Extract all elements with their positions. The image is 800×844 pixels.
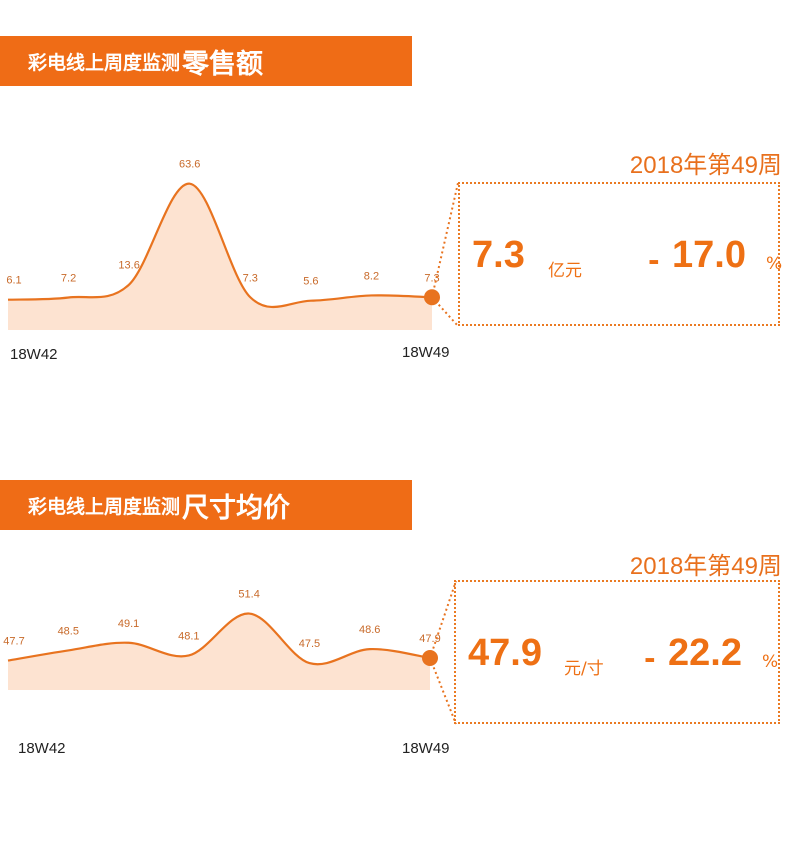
kpi-value: 47.9 <box>468 632 542 674</box>
data-label: 5.6 <box>303 276 318 288</box>
x-end-label: 18W49 <box>402 344 450 361</box>
area-fill <box>8 613 430 690</box>
data-label: 13.6 <box>118 260 139 272</box>
data-label: 8.2 <box>364 270 379 282</box>
title-metric: 零售额 <box>182 48 264 80</box>
data-label: 48.5 <box>58 625 79 637</box>
title-banner: 彩电线上周度监测 零售额 <box>0 36 412 86</box>
area-fill <box>8 183 432 330</box>
kpi-value: 7.3 <box>472 234 525 276</box>
charts-svg: 6.1 7.2 13.6 63.6 7.3 5.6 8.2 7.3 47.7 48.5 49.1 48… <box>3 159 459 725</box>
kpi-change: 17.0 <box>672 234 746 276</box>
data-label: 49.1 <box>118 618 139 630</box>
kpi-unit: 元/寸 <box>564 659 604 679</box>
x-start-label: 18W42 <box>10 346 58 363</box>
chart-1: 6.1 7.2 13.6 63.6 7.3 5.6 8.2 7.3 <box>6 159 459 330</box>
kpi-unit: 亿元 <box>548 261 582 281</box>
title-banner: 彩电线上周度监测 尺寸均价 <box>0 480 412 530</box>
week-title: 2018年第49周 <box>629 152 782 179</box>
data-label: 7.3 <box>243 272 258 284</box>
series-line <box>7 612 431 666</box>
connector-line-bottom <box>431 296 459 327</box>
x-end-label: 18W49 <box>402 740 450 757</box>
x-start-label: 18W42 <box>18 740 66 757</box>
data-label: 48.6 <box>359 624 380 636</box>
series-line <box>7 182 433 308</box>
title-metric: 尺寸均价 <box>182 492 291 524</box>
kpi-box: 47.9 元/寸 - 22.2 % <box>454 580 780 724</box>
data-label: 63.6 <box>179 159 200 171</box>
panel-avg-price: 彩电线上周度监测 尺寸均价 2018年第49周 47.9 元/寸 - 22.2 … <box>0 444 800 844</box>
data-label: 7.2 <box>61 272 76 284</box>
data-label: 48.1 <box>178 630 199 642</box>
week-title: 2018年第49周 <box>629 553 782 580</box>
data-label: 47.5 <box>299 638 320 650</box>
kpi-percent: % <box>762 652 779 672</box>
data-label: 47.7 <box>3 636 24 648</box>
kpi-sign: - <box>644 642 656 675</box>
title-prefix: 彩电线上周度监测 <box>28 51 181 74</box>
kpi-box: 7.3 亿元 - 17.0 % <box>458 182 783 326</box>
title-prefix: 彩电线上周度监测 <box>28 495 181 518</box>
kpi-change: 22.2 <box>668 632 742 674</box>
connector-line-bottom <box>429 657 457 725</box>
data-label: 47.9 <box>419 633 440 645</box>
kpi-percent: % <box>766 254 783 274</box>
chart-2: 47.7 48.5 49.1 48.1 51.4 47.5 48.6 47.9 <box>3 580 457 725</box>
data-label: 7.3 <box>424 272 439 284</box>
panel-retail-sales: 彩电线上周度监测 零售额 2018年第49周 7.3 亿元 - 17.0 % 1… <box>0 0 800 400</box>
kpi-sign: - <box>648 244 660 277</box>
data-label: 6.1 <box>6 275 21 287</box>
connector-line-top <box>429 580 457 659</box>
data-label: 51.4 <box>238 589 259 601</box>
